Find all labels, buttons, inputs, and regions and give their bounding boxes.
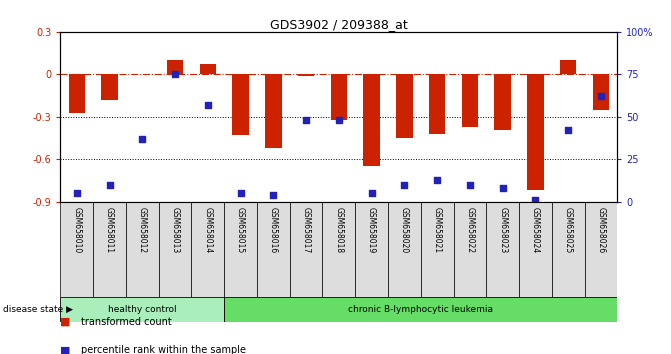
Text: GSM658017: GSM658017 xyxy=(301,207,311,253)
Text: GSM658026: GSM658026 xyxy=(597,207,605,253)
Point xyxy=(301,118,311,123)
Bar xyxy=(265,74,282,148)
Bar xyxy=(454,202,486,297)
Text: GSM658010: GSM658010 xyxy=(72,207,81,253)
Point xyxy=(596,93,607,99)
Text: GSM658020: GSM658020 xyxy=(400,207,409,253)
Point xyxy=(464,182,475,188)
Bar xyxy=(224,202,257,297)
Point xyxy=(104,182,115,188)
Point xyxy=(366,190,377,196)
Bar xyxy=(355,202,388,297)
Text: GSM658019: GSM658019 xyxy=(367,207,376,253)
Bar xyxy=(495,74,511,130)
Bar xyxy=(200,64,216,74)
Bar xyxy=(364,74,380,166)
Point xyxy=(563,127,574,133)
Bar xyxy=(396,74,413,138)
Text: ■: ■ xyxy=(60,346,71,354)
Point xyxy=(530,197,541,203)
Text: GSM658015: GSM658015 xyxy=(236,207,245,253)
Bar xyxy=(290,202,323,297)
Bar xyxy=(331,74,347,120)
Bar xyxy=(486,202,519,297)
Bar xyxy=(323,202,355,297)
Bar xyxy=(60,297,224,322)
Bar xyxy=(232,74,249,135)
Bar xyxy=(60,202,93,297)
Bar xyxy=(429,74,446,134)
Bar xyxy=(527,74,544,190)
Bar xyxy=(462,74,478,127)
Text: GSM658021: GSM658021 xyxy=(433,207,442,253)
Bar xyxy=(257,202,290,297)
Bar xyxy=(158,202,191,297)
Title: GDS3902 / 209388_at: GDS3902 / 209388_at xyxy=(270,18,408,31)
Text: GSM658025: GSM658025 xyxy=(564,207,572,253)
Point xyxy=(333,118,344,123)
Text: GSM658011: GSM658011 xyxy=(105,207,114,253)
Text: GSM658016: GSM658016 xyxy=(269,207,278,253)
Text: GSM658024: GSM658024 xyxy=(531,207,540,253)
Bar xyxy=(388,202,421,297)
Point xyxy=(431,177,442,183)
Point xyxy=(203,102,213,108)
Bar xyxy=(592,74,609,110)
Bar xyxy=(519,202,552,297)
Text: GSM658018: GSM658018 xyxy=(334,207,344,253)
Text: percentile rank within the sample: percentile rank within the sample xyxy=(81,346,246,354)
Text: GSM658022: GSM658022 xyxy=(466,207,474,253)
Point xyxy=(137,136,148,142)
Bar xyxy=(167,60,183,74)
Text: GSM658023: GSM658023 xyxy=(498,207,507,253)
Point xyxy=(497,185,508,191)
Text: GSM658013: GSM658013 xyxy=(170,207,180,253)
Text: ■: ■ xyxy=(60,317,71,327)
Text: healthy control: healthy control xyxy=(108,305,176,314)
Point xyxy=(399,182,410,188)
Bar xyxy=(421,202,454,297)
Text: GSM658012: GSM658012 xyxy=(138,207,147,253)
Bar xyxy=(101,74,117,100)
Point xyxy=(236,190,246,196)
Text: disease state ▶: disease state ▶ xyxy=(3,305,73,314)
Text: transformed count: transformed count xyxy=(81,317,171,327)
Text: chronic B-lymphocytic leukemia: chronic B-lymphocytic leukemia xyxy=(348,305,493,314)
Point xyxy=(268,192,278,198)
Bar xyxy=(126,202,158,297)
Bar xyxy=(552,202,584,297)
Bar xyxy=(191,202,224,297)
Bar xyxy=(298,74,314,76)
Bar xyxy=(584,202,617,297)
Bar xyxy=(93,202,126,297)
Point xyxy=(170,72,180,77)
Text: GSM658014: GSM658014 xyxy=(203,207,212,253)
Bar xyxy=(224,297,617,322)
Point xyxy=(71,190,82,196)
Bar xyxy=(560,60,576,74)
Bar xyxy=(68,74,85,113)
